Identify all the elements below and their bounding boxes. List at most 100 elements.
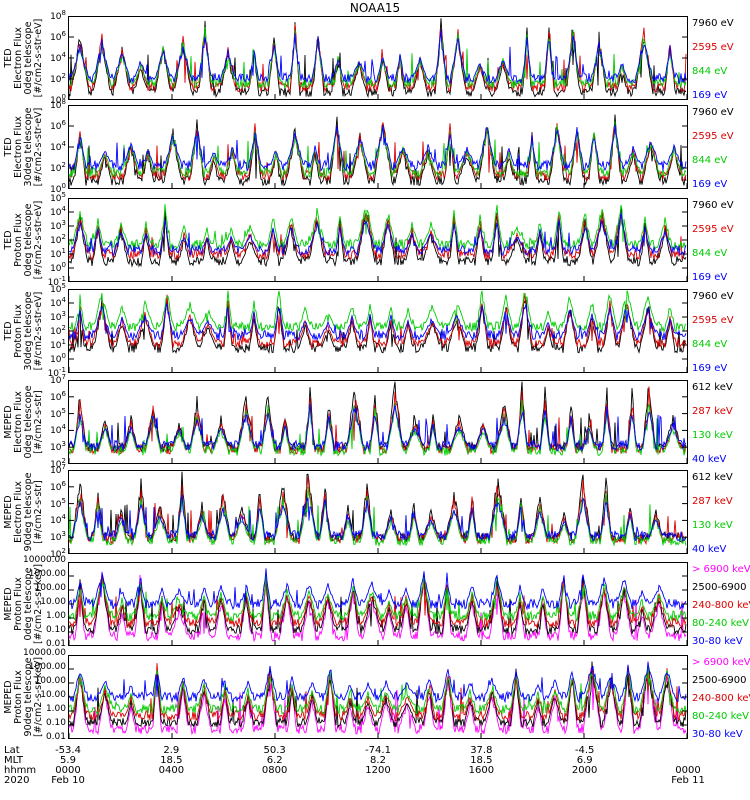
legend-entry: 130 keV (692, 520, 733, 531)
series-line (68, 212, 687, 257)
xaxis-hhmm-value: 1200 (365, 765, 391, 776)
xaxis-lat-value: 2.9 (163, 745, 180, 756)
xaxis-row-label: MLT (4, 755, 23, 766)
legend-entry: 287 keV (692, 496, 733, 507)
legend-entry: 844 eV (692, 66, 728, 77)
xaxis-mlt-value: 5.9 (60, 755, 76, 766)
legend-entry: 240-800 keV (692, 693, 750, 704)
panel-6-ylabel: MEPED Electron Flux 90deg telescope [#/cm2-… (3, 472, 44, 552)
ytick-label: 102 (50, 324, 66, 337)
xaxis-lat-value: 50.3 (263, 745, 286, 756)
legend-entry: 844 eV (692, 155, 728, 166)
legend-entry: 169 eV (692, 90, 728, 101)
series-line (68, 403, 687, 453)
legend-entry: 130 keV (692, 430, 733, 441)
series-line (68, 204, 687, 251)
ytick-label: 103 (50, 530, 66, 544)
xaxis-date-value: Feb 10 (51, 775, 85, 786)
series-line (68, 208, 687, 268)
legend-entry: 2595 eV (692, 224, 734, 235)
series-line (68, 121, 687, 179)
ytick-label: 102 (50, 72, 66, 85)
ytick-label: 102 (50, 233, 66, 246)
xaxis-hhmm-value: 0000 (55, 765, 81, 776)
legend-entry: 2500-6900 keV (692, 675, 750, 686)
legend-entry: 30-80 keV (692, 729, 743, 740)
legend-entry: 2500-6900 keV (692, 582, 750, 593)
legend-entry: 844 eV (692, 248, 728, 259)
xaxis-lat-value: -74.1 (365, 745, 391, 756)
series-line (68, 575, 687, 636)
xaxis-hhmm-value: 1600 (468, 765, 495, 776)
ytick-label: 105 (50, 406, 66, 420)
ytick-label: 1000.00 (28, 569, 66, 579)
xaxis-hhmm-value: 0000 (675, 765, 701, 776)
ytick-label: 106 (50, 30, 66, 43)
panel-4-ylabel: TED Proton Flux 30deg telescope [#/cm2-s-st… (3, 291, 44, 371)
ytick-label: 108 (50, 98, 66, 111)
legend-entry: 612 keV (692, 472, 733, 483)
ytick-label: 0.10 (45, 718, 66, 728)
series-line (68, 27, 687, 90)
legend-entry: 80-240 keV (692, 618, 750, 629)
legend-entry: 2595 eV (692, 131, 734, 142)
panel-5-plot (68, 380, 688, 464)
ytick-label: 103 (50, 440, 66, 454)
ytick-label: 106 (50, 119, 66, 132)
ytick-label: 107 (50, 463, 66, 476)
ytick-label: 102 (50, 457, 66, 470)
legend-entry: 169 eV (692, 363, 728, 374)
xaxis-mlt-value: 18.5 (470, 755, 493, 766)
ytick-label: 101 (50, 338, 66, 351)
legend-entry: 7960 eV (692, 200, 734, 211)
series-line (68, 665, 687, 716)
ytick-label: 105 (50, 191, 66, 204)
series-line (68, 476, 687, 546)
panel-6 (68, 470, 688, 554)
ytick-label: 106 (50, 389, 66, 403)
legend-entry: > 6900 keV (692, 657, 750, 668)
ytick-label: 1.00 (45, 611, 66, 621)
legend-entry: 7960 eV (692, 18, 734, 29)
panel-7-plot (68, 562, 688, 646)
legend-entry: 2595 eV (692, 42, 734, 53)
ytick-label: 104 (50, 513, 66, 527)
series-line (68, 663, 687, 722)
xaxis-mlt-value: 18.5 (160, 755, 183, 766)
series-line (68, 661, 687, 704)
ytick-label: 108 (50, 9, 66, 22)
legend-entry: 7960 eV (692, 107, 734, 118)
ytick-label: 102 (50, 161, 66, 174)
ytick-label: 0.01 (45, 732, 66, 742)
panel-8-plot (68, 655, 688, 739)
legend-entry: 287 keV (692, 406, 733, 417)
ytick-label: 104 (50, 423, 66, 437)
ytick-label: 10000.00 (23, 555, 66, 565)
xaxis-date-value: Feb 11 (671, 775, 705, 786)
ytick-label: 10-1 (47, 366, 66, 379)
xaxis-row-label: 2020 (4, 775, 30, 786)
xaxis-lat-value: -53.4 (55, 745, 81, 756)
series-line (68, 568, 687, 611)
ytick-label: 0.10 (45, 625, 66, 635)
ytick-label: 103 (50, 219, 66, 232)
ytick-label: 104 (50, 140, 66, 153)
series-line (68, 665, 687, 736)
xaxis-row-label: hhmm (4, 765, 37, 776)
legend-entry: 169 eV (692, 272, 728, 283)
series-line (68, 574, 687, 630)
ytick-label: 10.00 (40, 690, 66, 700)
ytick-label: 104 (50, 296, 66, 309)
legend-entry: 612 keV (692, 382, 733, 393)
xaxis-hhmm-value: 0800 (261, 765, 288, 776)
legend-entry: 7960 eV (692, 291, 734, 302)
ytick-label: 102 (50, 547, 66, 560)
xaxis-mlt-value: 8.2 (370, 755, 386, 766)
series-line (68, 494, 687, 542)
ytick-label: 0.01 (45, 639, 66, 649)
legend-entry: 844 eV (692, 339, 728, 350)
ytick-label: 100 (50, 261, 66, 274)
panel-7 (68, 562, 688, 646)
ytick-label: 10-1 (47, 275, 66, 288)
